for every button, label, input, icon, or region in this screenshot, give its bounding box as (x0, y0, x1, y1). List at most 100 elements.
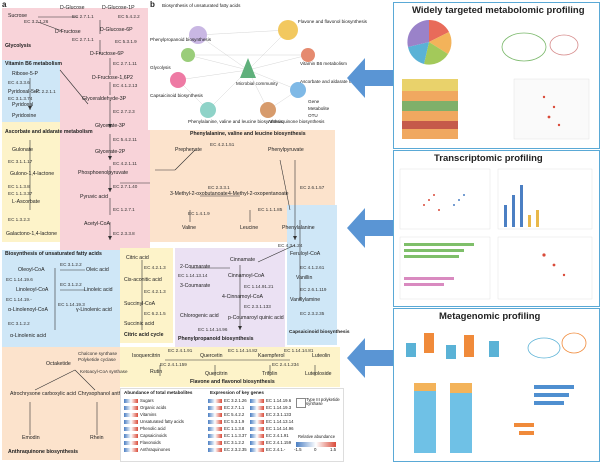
pathway-arrows (28, 16, 316, 435)
flavone-region (120, 347, 340, 387)
glycolysis-region (2, 8, 150, 60)
node-d-fructose-6p: D-Fructose-6P (90, 51, 124, 57)
glycolysis-title: Glycolysis (5, 43, 31, 49)
gene-item-label: EC 5.4.2.2 (224, 412, 245, 417)
ec-b6-2: EC 3.1.3.74 (8, 96, 33, 101)
gene-item-1: EC 2.7.1.1 (208, 405, 244, 411)
net-label-capsaicinoid: Capsaicinoid biosynthesis (150, 93, 203, 98)
ec-phen-3: EC 1.14.14.96 (198, 327, 228, 332)
ec-pvl-5: EC 2.6.1.57 (300, 185, 325, 190)
panel-label-a: a (2, 0, 7, 9)
ec-cit-2: EC 6.2.1.5 (144, 311, 166, 316)
legend-box (120, 388, 344, 462)
gene-item-b-swatch (250, 426, 264, 431)
gene-item-b-label: EC 1.14.14.96 (266, 426, 294, 431)
node-gulono-lactone: Gulono-1,4-lactone (10, 171, 55, 177)
node-d-fructose: D-Fructose (55, 29, 81, 35)
flavone-title: Flavone and flavonol biosynthesis (190, 379, 275, 385)
scale-min: -1.5 (294, 447, 302, 452)
ascorbate-region (2, 122, 60, 242)
ec-pvl-0: EC 4.2.1.51 (210, 142, 235, 147)
gene-item-label: EC 3.1.2.2 (224, 440, 245, 445)
metabolite-item-swatch (124, 405, 138, 410)
gene-item-2: EC 5.4.2.2 (208, 412, 244, 418)
fatty-title: Biosynthesis of unsaturated fatty acids (5, 251, 102, 257)
node-pyridoxal-5p: Pyridoxal-5-P (8, 89, 40, 95)
net-label-fatty: Biosynthesis of unsaturated fatty acids (162, 3, 241, 8)
node-chlorogenic: Chlorogenic acid (180, 313, 219, 319)
ec-glyc-6: EC 4.1.2.13 (113, 83, 138, 88)
gene-item-b-swatch (250, 440, 264, 445)
ec-glyc-12: EC 2.3.3.8 (113, 231, 135, 236)
node-rutin: Rutin (150, 369, 163, 375)
ec-asc-0: EC 3.1.1.17 (8, 159, 33, 164)
gene-item-b-swatch (250, 419, 264, 424)
net-legend-gene: Gene (308, 99, 320, 104)
node-ribose-5p: Ribose-5-P (12, 71, 38, 77)
node-linoleic-acid: Linoleic acid (84, 287, 113, 293)
b6-title: Vitamin B6 metabolism (5, 61, 62, 67)
node-atrochrysone: Atrochrysone carboxylic acid (10, 391, 77, 397)
ec-cap-1: EC 2.6.1.119 (300, 287, 327, 292)
gene-item-3: EC 5.3.1.9 (208, 419, 244, 425)
ec-pvl-1: EC 2.3.3.1 (208, 185, 230, 190)
net-label-ascorbate: Ascorbate and aldarate metabolism (300, 79, 373, 84)
gene-item-b-swatch (250, 412, 264, 417)
ec-phen-1: EC 1.14.91.21 (244, 284, 274, 289)
gene-item-b-2: EC 2.3.1.133 (250, 412, 291, 418)
metabolite-item-swatch (124, 412, 138, 417)
node-acetyl-coa: Acetyl-CoA (84, 221, 110, 227)
node-succinyl-coa: Succinyl-CoA (124, 301, 156, 307)
panel-label-b: b (150, 0, 155, 9)
gene-item-b-label: EC 2.4.1.159 (266, 440, 292, 445)
ec-glyc-7: EC 2.7.2.3 (113, 109, 135, 114)
gene-item-b-label: EC 1.14.19.3 (266, 405, 292, 410)
node-a-linolenic-acid: α-Linolenic acid (10, 333, 47, 339)
metabolite-item-swatch (124, 440, 138, 445)
node-pyridoxal: Pyridoxal (12, 102, 34, 108)
node-valine: Valine (182, 225, 197, 231)
big-arrows (347, 58, 393, 378)
ec-b6-0: EC 4.3.3.6 (8, 80, 30, 85)
node-glycerate-2p: Glycerate-2P (95, 149, 126, 155)
node-glyceraldehyde-3p: Glyceraldehyde-3P (82, 96, 127, 102)
ec-pvl-2: EC 1.1.1.85 (258, 207, 283, 212)
node-gulonate: Gulonate (12, 147, 34, 153)
anthraquinone-region (2, 347, 120, 460)
gene-item-b-6: EC 2.4.1.159 (250, 440, 291, 446)
gene-item-b-1: EC 1.14.19.3 (250, 405, 291, 411)
gene-item-b-label: EC 1.14.19.6 (266, 398, 292, 403)
gene-item-b-0: EC 1.14.19.6 (250, 398, 291, 404)
gene-item-5: EC 1.1.3.37 (208, 433, 247, 439)
ec-phen-2: EC 2.3.1.133 (244, 304, 271, 309)
node-vanillin: Vanillin (296, 275, 313, 281)
node-prephenate: Prephenate (175, 147, 202, 153)
ec-glyc-10: EC 2.7.1.40 (113, 184, 138, 189)
metabolite-item-4: Phenolic acid (124, 426, 166, 432)
ec-fat-5: EC 3.1.2.2 (8, 321, 30, 326)
metabolite-item-0: Sugars (124, 398, 154, 404)
gene-item-7: EC 2.3.2.35 (208, 447, 247, 453)
gene-item-label: EC 2.3.2.35 (224, 447, 247, 452)
ec-glyc-5: EC 2.7.1.11 (113, 61, 137, 66)
ec-asc-1: EC 1.1.3.8 (8, 184, 30, 189)
node-luteoloside: Luteoloside (305, 371, 332, 377)
network-panel: b Biosynthesis of unsaturated fatty acid… (148, 0, 372, 130)
gene-item-6: EC 3.1.2.2 (208, 440, 244, 446)
node-phenylalanine: Phenylalanine (282, 225, 315, 231)
node-quercetin: Quercetin (200, 353, 223, 359)
gene-item-label: EC 1.1.3.37 (224, 433, 247, 438)
gene-item-swatch (208, 433, 222, 438)
ec-fat-4: EC 1.14.19.3 (58, 302, 85, 307)
metabolite-item-swatch (124, 433, 138, 438)
metabolite-item-7: Anthraquinones (124, 447, 170, 453)
gene-item-b-4: EC 1.14.14.96 (250, 426, 293, 432)
metabolite-item-swatch (124, 447, 138, 452)
node-3-methyl: 3-Methyl-2-oxobutanoate (170, 191, 228, 197)
ec-flav-2: EC 1.14.14.81 (284, 348, 314, 353)
citrate-region (120, 248, 173, 343)
node-sucrose: Sucrose (8, 13, 28, 19)
node-d-glucose: D-Glucose (60, 5, 85, 11)
node-d-glucose-6p: D-Glucose-6P (100, 27, 133, 33)
ec-asc-2: EC 1.1.3.37 (8, 191, 33, 196)
